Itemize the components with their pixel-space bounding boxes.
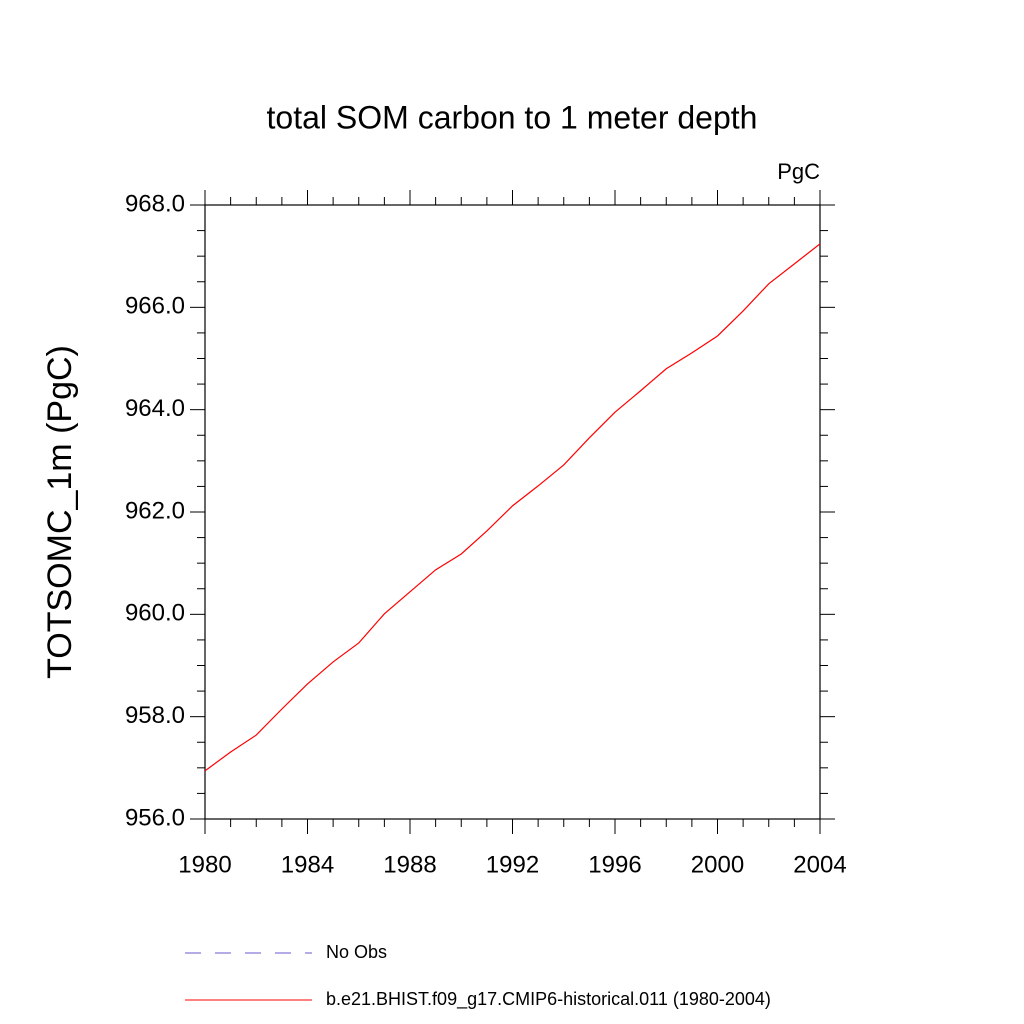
legend-label: No Obs	[326, 942, 387, 962]
x-tick-label: 1980	[178, 851, 231, 878]
y-tick-label: 960.0	[125, 600, 185, 627]
y-tick-label: 956.0	[125, 804, 185, 831]
y-tick-label: 966.0	[125, 293, 185, 320]
units-label: PgC	[777, 159, 820, 184]
data-line	[204, 243, 821, 772]
y-tick-label: 962.0	[125, 497, 185, 524]
x-tick-label: 2000	[691, 851, 744, 878]
y-tick-label: 958.0	[125, 702, 185, 729]
legend-label: b.e21.BHIST.f09_g17.CMIP6-historical.011…	[326, 989, 771, 1010]
x-tick-label: 1988	[383, 851, 436, 878]
x-tick-label: 1992	[486, 851, 539, 878]
y-axis-label: TOTSOMC_1m (PgC)	[41, 345, 79, 679]
x-tick-label: 1984	[281, 851, 334, 878]
y-tick-label: 968.0	[125, 190, 185, 217]
x-tick-label: 1996	[588, 851, 641, 878]
x-tick-label: 2004	[793, 851, 846, 878]
plot-frame	[204, 204, 821, 820]
y-tick-label: 964.0	[125, 395, 185, 422]
chart-title: total SOM carbon to 1 meter depth	[267, 99, 758, 135]
